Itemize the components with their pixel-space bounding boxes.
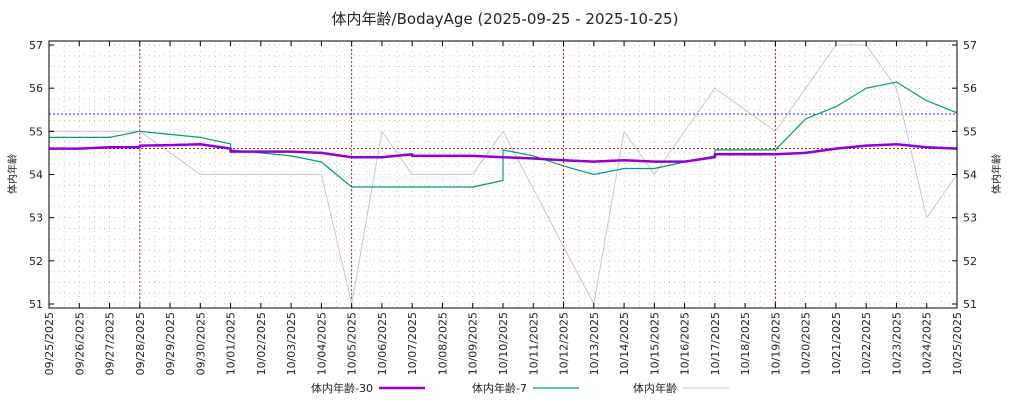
- y-tick-label-right: 51: [963, 298, 977, 311]
- x-tick-label: 10/02/2025: [255, 312, 268, 375]
- x-tick-label: 10/25/2025: [951, 312, 964, 375]
- y-tick-label: 55: [29, 125, 43, 138]
- reference-lines: [49, 41, 957, 308]
- x-tick-label: 10/04/2025: [315, 312, 328, 375]
- chart-title: 体内年齢/BodayAge (2025-09-25 - 2025-10-25): [332, 10, 679, 28]
- y-axis-label-right: 体内年齢: [990, 154, 1003, 194]
- y-tick-label-right: 53: [963, 212, 977, 225]
- series-line: [49, 44, 958, 305]
- x-tick-label: 10/24/2025: [921, 312, 934, 375]
- x-tick-label: 10/13/2025: [588, 312, 601, 375]
- x-tick-label: 10/06/2025: [376, 312, 389, 375]
- x-tick-label: 10/21/2025: [830, 312, 843, 375]
- x-tick-label: 10/10/2025: [497, 312, 510, 375]
- x-tick-label: 10/14/2025: [618, 312, 631, 375]
- y-axis-label-left: 体内年齢: [6, 154, 19, 194]
- series-line: [49, 81, 958, 188]
- x-tick-label: 09/27/2025: [104, 312, 117, 375]
- x-tick-label: 10/05/2025: [346, 312, 359, 375]
- legend-label: 体内年齢-7: [472, 381, 527, 395]
- y-tick-label-right: 52: [963, 255, 977, 268]
- y-tick-label: 51: [29, 298, 43, 311]
- x-tick-label: 09/30/2025: [194, 312, 207, 375]
- series-lines: [49, 44, 958, 305]
- x-tick-label: 10/16/2025: [679, 312, 692, 375]
- y-tick-label-right: 57: [963, 39, 977, 52]
- x-tick-label: 10/07/2025: [406, 312, 419, 375]
- x-tick-label: 10/17/2025: [709, 312, 722, 375]
- y-tick-label-right: 54: [963, 169, 977, 182]
- y-tick-label-right: 56: [963, 82, 977, 95]
- x-tick-label: 10/12/2025: [558, 312, 571, 375]
- x-tick-label: 10/18/2025: [739, 312, 752, 375]
- y-tick-label: 54: [29, 169, 43, 182]
- x-tick-label: 10/20/2025: [800, 312, 813, 375]
- x-tick-label: 10/09/2025: [467, 312, 480, 375]
- y-tick-label: 52: [29, 255, 43, 268]
- x-tick-label: 09/29/2025: [164, 312, 177, 375]
- x-tick-label: 10/22/2025: [860, 312, 873, 375]
- x-tick-label: 10/01/2025: [225, 312, 238, 375]
- axis-ticks: 51 51 52 52 53 53 54 54 55 55 56 56 57 57 09/25/2025 09…: [29, 39, 977, 375]
- y-tick-label: 57: [29, 39, 43, 52]
- y-tick-label-right: 55: [963, 125, 977, 138]
- legend-label: 体内年齢: [633, 381, 677, 395]
- x-tick-label: 10/08/2025: [436, 312, 449, 375]
- x-tick-label: 10/23/2025: [890, 312, 903, 375]
- x-tick-label: 09/28/2025: [134, 312, 147, 375]
- series-line: [49, 143, 958, 163]
- x-tick-label: 10/11/2025: [527, 312, 540, 375]
- x-tick-label: 10/19/2025: [769, 312, 782, 375]
- legend: 体内年齢-30 体内年齢-7 体内年齢: [311, 381, 729, 395]
- x-tick-label: 10/03/2025: [285, 312, 298, 375]
- x-tick-label: 09/25/2025: [43, 312, 56, 375]
- x-tick-label: 09/26/2025: [73, 312, 86, 375]
- y-tick-label: 56: [29, 82, 43, 95]
- y-tick-label: 53: [29, 212, 43, 225]
- legend-label: 体内年齢-30: [311, 381, 373, 395]
- x-tick-label: 10/15/2025: [648, 312, 661, 375]
